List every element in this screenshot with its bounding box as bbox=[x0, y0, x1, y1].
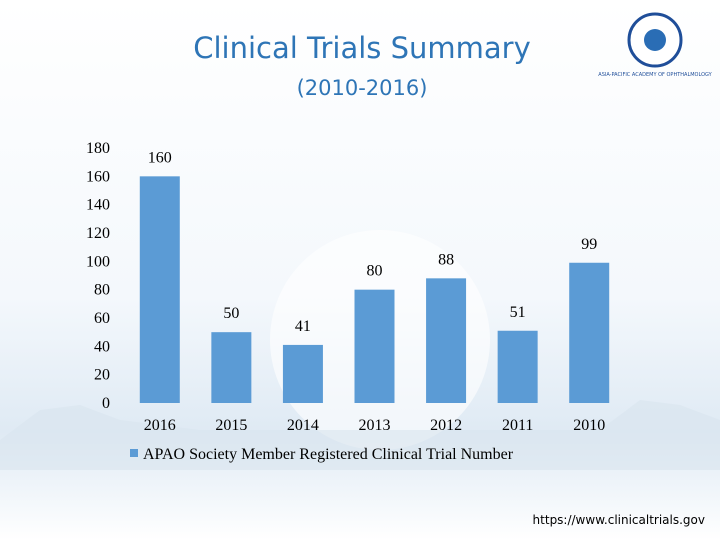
data-label: 50 bbox=[223, 305, 239, 322]
y-tick-label: 100 bbox=[86, 253, 110, 270]
x-tick-label: 2012 bbox=[430, 417, 462, 434]
data-label: 160 bbox=[148, 149, 172, 166]
y-tick-label: 0 bbox=[102, 395, 110, 412]
y-tick-label: 140 bbox=[86, 197, 110, 214]
bar bbox=[497, 330, 538, 403]
bar bbox=[282, 344, 323, 403]
logo: ASIA-PACIFIC ACADEMY OF OPHTHALMOLOGY bbox=[598, 12, 713, 78]
y-tick-label: 180 bbox=[86, 140, 110, 157]
data-label: 51 bbox=[510, 304, 526, 321]
skyline bbox=[0, 400, 720, 470]
x-tick-label: 2015 bbox=[215, 417, 247, 434]
data-label: 88 bbox=[438, 251, 454, 268]
source: https://www.clinicaltrials.gov bbox=[533, 513, 705, 527]
data-label: 99 bbox=[581, 236, 597, 253]
y-tick-label: 20 bbox=[94, 367, 110, 384]
x-tick-label: 2011 bbox=[502, 417, 533, 434]
y-tick-label: 120 bbox=[86, 225, 110, 242]
bar bbox=[426, 278, 467, 403]
logo-globe bbox=[644, 29, 666, 51]
chart-subtitle: (2010-2016) bbox=[297, 76, 428, 100]
y-tick-label: 40 bbox=[94, 338, 110, 355]
bar bbox=[354, 289, 395, 403]
x-tick-label: 2010 bbox=[573, 417, 605, 434]
legend-swatch bbox=[130, 449, 138, 457]
bar bbox=[139, 176, 180, 403]
y-tick-label: 80 bbox=[94, 282, 110, 299]
y-tick-label: 60 bbox=[94, 310, 110, 327]
legend-label: APAO Society Member Registered Clinical … bbox=[143, 446, 514, 463]
data-label: 41 bbox=[295, 318, 311, 335]
bar bbox=[211, 332, 252, 403]
chart-title: Clinical Trials Summary bbox=[193, 31, 531, 65]
bar bbox=[569, 262, 610, 403]
x-tick-label: 2014 bbox=[287, 417, 319, 434]
x-tick-label: 2013 bbox=[359, 417, 391, 434]
data-label: 80 bbox=[367, 263, 383, 280]
logo-text: ASIA-PACIFIC ACADEMY OF OPHTHALMOLOGY bbox=[598, 72, 712, 78]
x-tick-label: 2016 bbox=[144, 417, 176, 434]
y-tick-label: 160 bbox=[86, 168, 110, 185]
